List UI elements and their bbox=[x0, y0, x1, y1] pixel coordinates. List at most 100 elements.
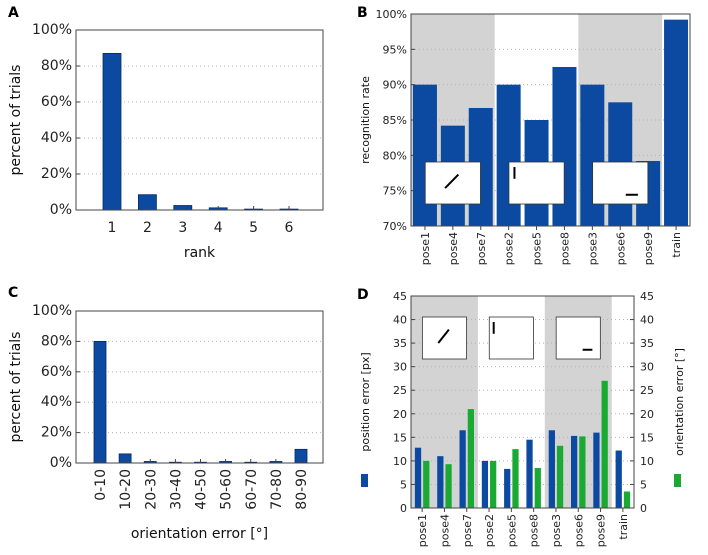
bar-orientation-error bbox=[445, 464, 452, 508]
bar-position-error bbox=[615, 450, 622, 508]
y-right-tick-label: 45 bbox=[640, 290, 654, 303]
y-tick-label: 20 bbox=[393, 408, 407, 421]
chart-b: 70% 75% 80% 85% 90% 95% 100% pose1 pose4 pose7 pos… bbox=[359, 8, 691, 265]
x-tick-label: pose6 bbox=[614, 232, 627, 265]
bar-position-error bbox=[571, 435, 578, 508]
pose-orientation-line bbox=[444, 173, 460, 189]
y-axis-label: percent of trials bbox=[8, 65, 24, 176]
x-tick-label: pose2 bbox=[503, 232, 516, 265]
bar-orientation-error bbox=[623, 491, 631, 508]
y-tick-label: 100% bbox=[32, 22, 72, 38]
x-tick-label: pose3 bbox=[586, 232, 599, 265]
y-right-tick-label: 20 bbox=[640, 408, 654, 421]
chart-c: 0% 20% 40% 60% 80% 100% 0-10 10-20 20-30 30-40 40-… bbox=[8, 303, 324, 542]
x-tick-label: 3 bbox=[178, 220, 187, 236]
y-tick-label: 0 bbox=[400, 502, 407, 515]
x-tick-label: pose7 bbox=[461, 514, 474, 547]
x-tick-label: 2 bbox=[143, 220, 152, 236]
y-right-tick-label: 15 bbox=[640, 431, 654, 444]
x-tick-label: pose9 bbox=[595, 514, 608, 547]
pose-inset bbox=[421, 316, 467, 360]
y-axis-label: position error [px] bbox=[359, 352, 372, 451]
bar bbox=[93, 340, 107, 464]
pose-inset bbox=[488, 316, 534, 360]
y-tick-label: 5 bbox=[400, 478, 407, 491]
x-tick-label: pose8 bbox=[528, 514, 541, 547]
x-tick-label: 5 bbox=[249, 220, 258, 236]
x-tick-label: 0-10 bbox=[93, 469, 109, 501]
y-tick-label: 60% bbox=[41, 364, 72, 380]
y-tick-label: 100% bbox=[376, 8, 407, 21]
x-tick-label: 30-40 bbox=[168, 469, 184, 510]
x-tick-label: 80-90 bbox=[294, 469, 310, 510]
y-right-tick-label: 0 bbox=[640, 502, 647, 515]
y-tick-label: 20% bbox=[41, 166, 72, 182]
x-tick-label: train bbox=[670, 232, 683, 258]
y-tick-label: 70% bbox=[383, 220, 407, 233]
bar-position-error bbox=[481, 460, 489, 508]
bar-orientation-error bbox=[512, 449, 519, 508]
y-right-tick-label: 10 bbox=[640, 455, 654, 468]
bar bbox=[496, 84, 521, 227]
plot-frame bbox=[410, 13, 691, 227]
x-tick-label: 1 bbox=[108, 220, 117, 236]
bar bbox=[664, 19, 689, 226]
y-right-tick-label: 30 bbox=[640, 361, 654, 374]
chart-d: 0 0 5 5 10 10 15 15 20 20 25 25 30 30 35 35 40 40 45 45 pose… bbox=[359, 290, 686, 547]
y-axis-label-right: orientation error [°] bbox=[673, 348, 686, 456]
x-tick-label: 10-20 bbox=[118, 469, 134, 510]
y-axis-label: recognition rate bbox=[359, 76, 372, 164]
x-tick-label: 6 bbox=[285, 220, 294, 236]
x-tick-label: pose5 bbox=[531, 232, 544, 265]
panel-letter-b: B bbox=[357, 5, 368, 21]
y-tick-label: 60% bbox=[41, 94, 72, 110]
x-tick-label: pose9 bbox=[642, 232, 655, 265]
x-tick-label: 4 bbox=[214, 220, 223, 236]
y-tick-label: 80% bbox=[383, 149, 407, 162]
bar bbox=[580, 84, 605, 227]
y-tick-label: 0% bbox=[50, 202, 72, 218]
legend-swatch-orientation bbox=[674, 474, 681, 487]
x-tick-label: 40-50 bbox=[194, 469, 210, 510]
y-tick-label: 40% bbox=[41, 394, 72, 410]
x-tick-label: pose7 bbox=[475, 232, 488, 265]
y-tick-label: 95% bbox=[383, 43, 407, 56]
bar-orientation-error bbox=[490, 460, 497, 508]
y-tick-label: 100% bbox=[32, 303, 72, 319]
bar bbox=[412, 84, 437, 227]
bar bbox=[102, 53, 122, 211]
x-tick-label: 70-80 bbox=[269, 469, 285, 510]
bar-orientation-error bbox=[534, 467, 541, 508]
pose-orientation-line bbox=[437, 328, 450, 344]
bar-orientation-error bbox=[556, 445, 564, 508]
y-tick-label: 80% bbox=[41, 58, 72, 74]
x-tick-label: pose6 bbox=[572, 514, 585, 547]
y-tick-label: 45 bbox=[393, 290, 407, 303]
pose-inset bbox=[424, 161, 481, 205]
x-tick-label: 20-30 bbox=[143, 469, 159, 510]
y-tick-label: 40 bbox=[393, 314, 407, 327]
x-axis-label: rank bbox=[184, 245, 216, 261]
panel-letter-a: A bbox=[8, 5, 19, 21]
y-tick-label: 85% bbox=[383, 114, 407, 127]
y-tick-label: 15 bbox=[393, 431, 407, 444]
y-right-tick-label: 35 bbox=[640, 337, 654, 350]
plot-frame bbox=[410, 295, 635, 509]
bar-position-error bbox=[414, 447, 422, 508]
y-tick-label: 40% bbox=[41, 130, 72, 146]
y-right-tick-label: 5 bbox=[640, 478, 647, 491]
bar-position-error bbox=[548, 430, 555, 508]
y-tick-label: 35 bbox=[393, 337, 407, 350]
panel-letter-d: D bbox=[357, 287, 369, 303]
bar-orientation-error bbox=[423, 460, 430, 508]
y-tick-label: 25 bbox=[393, 384, 407, 397]
x-tick-label: train bbox=[617, 514, 630, 540]
y-right-tick-label: 40 bbox=[640, 314, 654, 327]
y-tick-label: 80% bbox=[41, 333, 72, 349]
bar-position-error bbox=[459, 430, 466, 508]
x-tick-label: pose3 bbox=[550, 514, 563, 547]
y-tick-label: 75% bbox=[383, 185, 407, 198]
x-tick-label: 50-60 bbox=[219, 469, 235, 510]
pose-inset bbox=[555, 316, 601, 360]
